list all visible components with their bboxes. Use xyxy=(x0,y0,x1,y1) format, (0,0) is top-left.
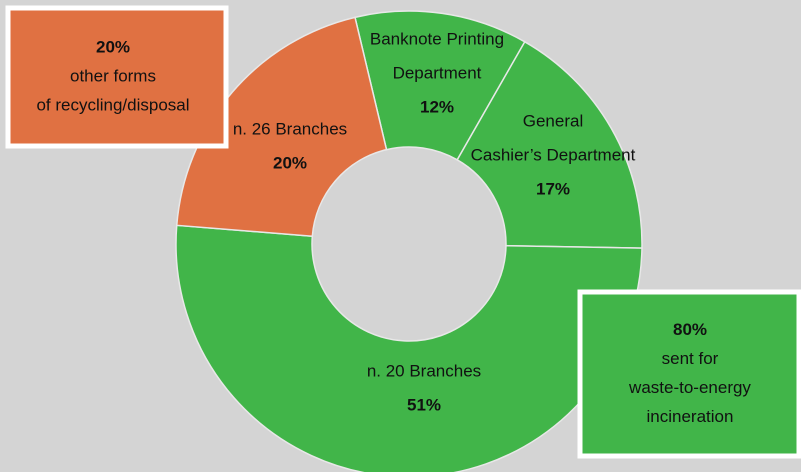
callout-text: of recycling/disposal xyxy=(36,95,189,114)
callout-box xyxy=(577,289,801,459)
donut-segment xyxy=(175,16,388,238)
value-label: 12% xyxy=(420,97,454,116)
callout-text: sent for xyxy=(662,349,719,368)
donut-segment xyxy=(456,40,643,249)
segment-label: Department xyxy=(393,63,482,82)
segment-label: General xyxy=(523,111,583,130)
value-label: 20% xyxy=(273,153,307,172)
segment-label: Cashier’s Department xyxy=(471,145,636,164)
value-label: 17% xyxy=(536,179,570,198)
callout-title: 20% xyxy=(96,37,130,56)
callout-box xyxy=(5,5,229,149)
value-label: 51% xyxy=(407,395,441,414)
callout-text: waste-to-energy xyxy=(628,378,751,397)
segment-label: Banknote Printing xyxy=(370,29,504,48)
donut-segment xyxy=(175,224,643,472)
donut-segment xyxy=(354,10,526,161)
callout-text: incineration xyxy=(647,407,734,426)
callout-text: other forms xyxy=(70,66,156,85)
callout-title: 80% xyxy=(673,320,707,339)
segment-label: n. 20 Branches xyxy=(367,361,481,380)
segment-label: n. 26 Branches xyxy=(233,119,347,138)
